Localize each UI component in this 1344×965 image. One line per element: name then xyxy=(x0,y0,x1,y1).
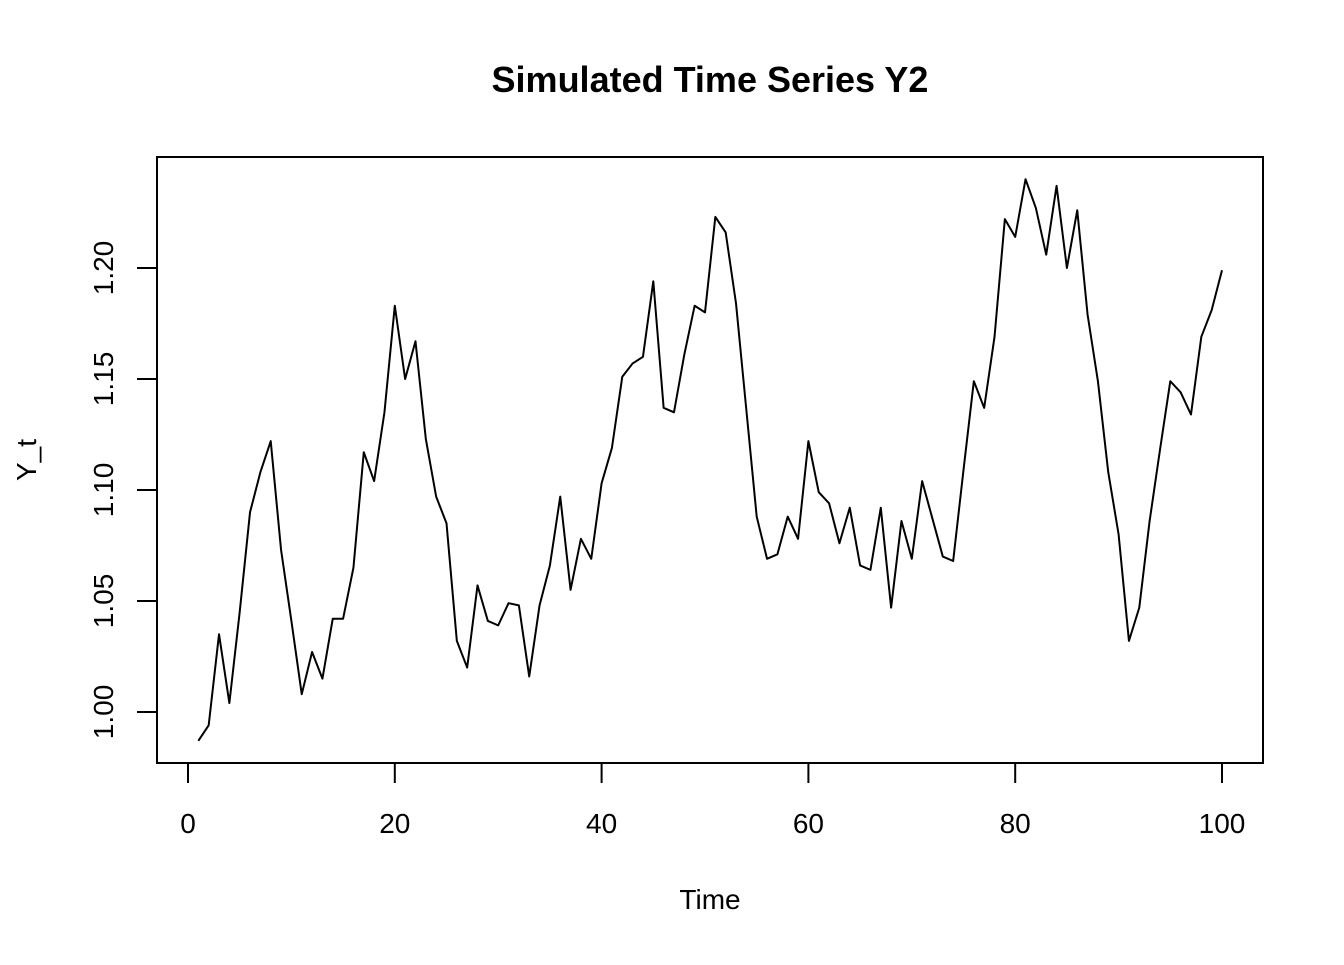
series-line xyxy=(197,178,1223,742)
x-tick-label: 60 xyxy=(793,808,824,839)
x-axis: 0 20 40 60 80 100 xyxy=(180,762,1246,839)
y-tick-label: 1.20 xyxy=(88,241,119,296)
y-tick-label: 1.00 xyxy=(88,685,119,740)
y-axis-label: Y_t xyxy=(11,439,42,481)
chart-title: Simulated Time Series Y2 xyxy=(492,59,929,100)
y-axis: 1.00 1.05 1.10 1.15 1.20 xyxy=(88,241,158,740)
x-tick-label: 20 xyxy=(379,808,410,839)
x-tick-label: 80 xyxy=(1000,808,1031,839)
x-tick-label: 100 xyxy=(1199,808,1246,839)
x-tick-label: 40 xyxy=(586,808,617,839)
x-axis-label: Time xyxy=(679,884,740,915)
y-tick-label: 1.05 xyxy=(88,574,119,629)
x-tick-label: 0 xyxy=(180,808,196,839)
y-tick-label: 1.10 xyxy=(88,463,119,518)
y-tick-label: 1.15 xyxy=(88,352,119,407)
